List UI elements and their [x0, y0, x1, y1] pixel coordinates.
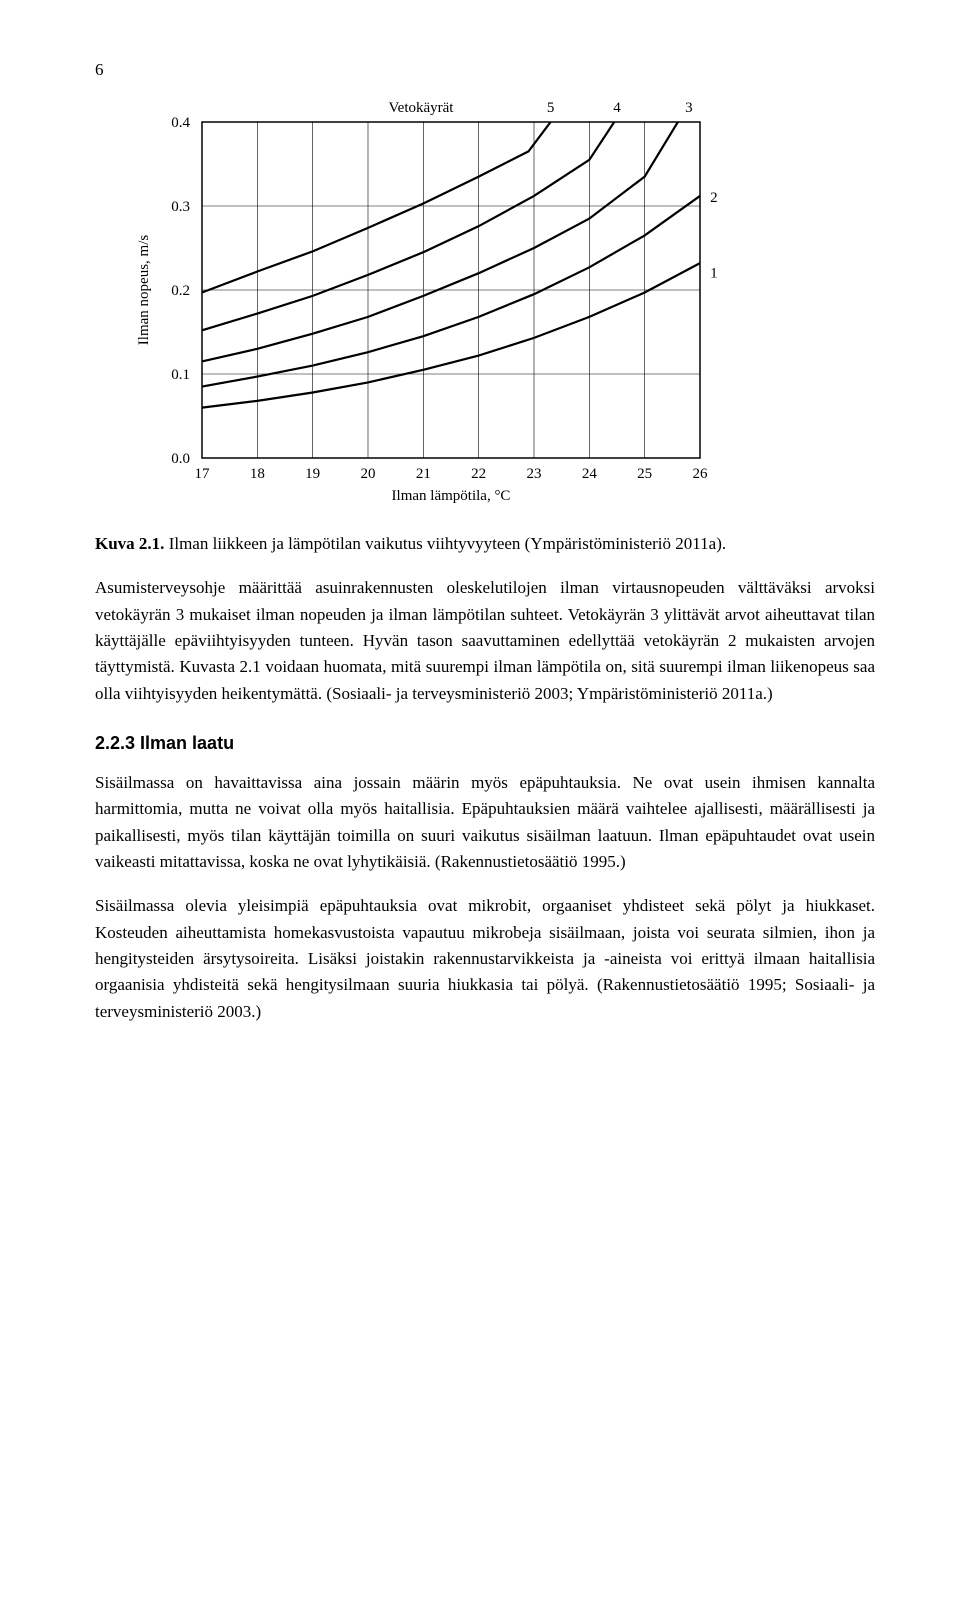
svg-text:18: 18 [250, 466, 265, 482]
svg-text:Vetokäyrät: Vetokäyrät [389, 100, 455, 116]
svg-text:23: 23 [527, 466, 542, 482]
svg-text:21: 21 [416, 466, 431, 482]
svg-text:0.0: 0.0 [171, 451, 190, 467]
svg-text:0.2: 0.2 [171, 283, 190, 299]
svg-text:0.3: 0.3 [171, 199, 190, 215]
svg-text:4: 4 [613, 100, 621, 116]
paragraph-1: Asumisterveysohje määrittää asuinrakennu… [95, 575, 875, 707]
svg-text:1: 1 [710, 265, 718, 281]
caption-text: Ilman liikkeen ja lämpötilan vaikutus vi… [164, 534, 726, 553]
svg-text:17: 17 [195, 466, 211, 482]
figure-caption: Kuva 2.1. Ilman liikkeen ja lämpötilan v… [95, 531, 875, 557]
section-heading: 2.2.3 Ilman laatu [95, 733, 875, 754]
svg-text:3: 3 [685, 100, 693, 116]
chart-container: 171819202122232425260.00.10.20.30.4Ilman… [130, 88, 745, 513]
svg-text:22: 22 [471, 466, 486, 482]
svg-text:Ilman lämpötila, °C: Ilman lämpötila, °C [392, 488, 511, 504]
caption-label: Kuva 2.1. [95, 534, 164, 553]
vetokayrat-chart: 171819202122232425260.00.10.20.30.4Ilman… [130, 88, 745, 508]
paragraph-2: Sisäilmassa on havaittavissa aina jossai… [95, 770, 875, 875]
svg-text:0.1: 0.1 [171, 367, 190, 383]
paragraph-3: Sisäilmassa olevia yleisimpiä epäpuhtauk… [95, 893, 875, 1025]
document-page: 6 171819202122232425260.00.10.20.30.4Ilm… [0, 0, 960, 1103]
svg-text:20: 20 [361, 466, 376, 482]
svg-text:Ilman nopeus, m/s: Ilman nopeus, m/s [136, 235, 152, 346]
svg-text:24: 24 [582, 466, 598, 482]
svg-text:19: 19 [305, 466, 320, 482]
svg-text:2: 2 [710, 190, 718, 206]
svg-text:25: 25 [637, 466, 652, 482]
page-number: 6 [95, 60, 875, 80]
svg-text:5: 5 [547, 100, 555, 116]
svg-text:26: 26 [693, 466, 709, 482]
svg-text:0.4: 0.4 [171, 115, 190, 131]
